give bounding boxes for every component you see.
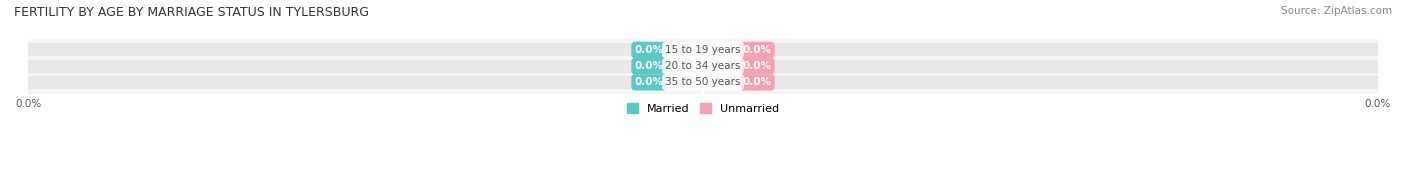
Bar bbox=[28, 60, 1378, 73]
Text: 0.0%: 0.0% bbox=[742, 77, 772, 87]
Text: 20 to 34 years: 20 to 34 years bbox=[665, 61, 741, 71]
Legend: Married, Unmarried: Married, Unmarried bbox=[621, 99, 785, 119]
Text: 0.0%: 0.0% bbox=[634, 45, 664, 55]
Bar bbox=[28, 43, 1378, 56]
Bar bbox=[28, 76, 1378, 89]
Text: Source: ZipAtlas.com: Source: ZipAtlas.com bbox=[1281, 6, 1392, 16]
Text: 0.0%: 0.0% bbox=[742, 61, 772, 71]
Text: 0.0%: 0.0% bbox=[742, 45, 772, 55]
Text: 0.0%: 0.0% bbox=[634, 61, 664, 71]
Text: 15 to 19 years: 15 to 19 years bbox=[665, 45, 741, 55]
Text: FERTILITY BY AGE BY MARRIAGE STATUS IN TYLERSBURG: FERTILITY BY AGE BY MARRIAGE STATUS IN T… bbox=[14, 6, 368, 19]
Text: 35 to 50 years: 35 to 50 years bbox=[665, 77, 741, 87]
Text: 0.0%: 0.0% bbox=[634, 77, 664, 87]
